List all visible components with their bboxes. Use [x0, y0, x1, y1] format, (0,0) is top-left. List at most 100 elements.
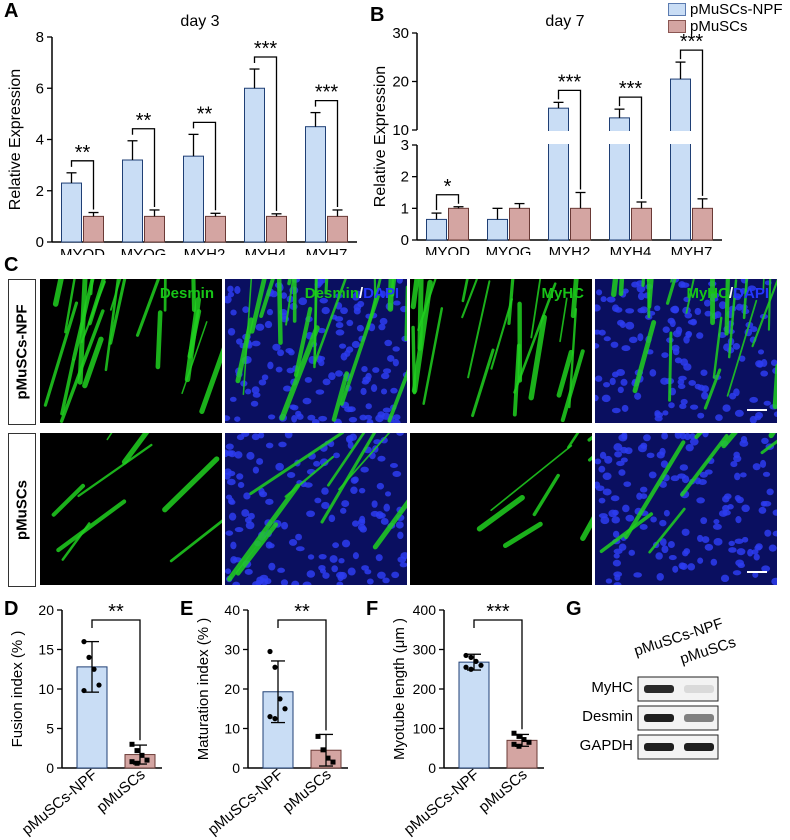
- nucleus: [275, 462, 284, 471]
- nucleus: [600, 516, 610, 525]
- nucleus: [671, 344, 680, 352]
- chart-d-point: [144, 757, 150, 763]
- nucleus: [633, 572, 642, 578]
- chart-b-bracket: [435, 194, 460, 211]
- chart-b: day 7 Relative Expression 0 1 2 310 20 30 * MYOD M…: [372, 13, 722, 255]
- myotube: [372, 499, 407, 550]
- chart-a-bracket: [131, 128, 156, 207]
- nucleus: [352, 520, 359, 527]
- nucleus: [758, 506, 767, 514]
- nucleus: [741, 536, 749, 543]
- nucleus: [611, 304, 620, 312]
- nucleus: [244, 568, 253, 575]
- nucleus: [361, 366, 368, 373]
- nucleus: [265, 442, 274, 449]
- nucleus: [704, 299, 711, 307]
- nucleus: [396, 433, 404, 436]
- nucleus: [245, 517, 252, 524]
- nucleus: [631, 281, 639, 288]
- nucleus: [704, 543, 714, 551]
- nucleus: [259, 491, 268, 498]
- nucleus: [715, 414, 723, 421]
- nucleus: [392, 358, 399, 367]
- nucleus: [234, 526, 244, 533]
- nucleus: [616, 460, 625, 467]
- chart-e-point: [267, 648, 273, 655]
- nucleus: [396, 279, 403, 284]
- nucleus: [755, 412, 764, 419]
- micrograph-r1-c4: MyHC/DAPI: [595, 279, 777, 423]
- nucleus: [295, 546, 305, 552]
- chart-d-point: [134, 760, 140, 766]
- myotube: [259, 279, 275, 319]
- bar-a-ctrl: [205, 215, 226, 243]
- myotube: [163, 279, 167, 312]
- nucleus: [319, 297, 329, 304]
- nucleus: [712, 523, 722, 530]
- panel-letter-f: F: [366, 598, 379, 620]
- nucleus: [376, 482, 385, 490]
- nucleus: [399, 562, 407, 568]
- nucleus: [738, 355, 746, 362]
- myotube: [390, 279, 397, 297]
- micrograph-image: [225, 279, 407, 423]
- nucleus: [321, 501, 330, 510]
- nucleus: [737, 562, 745, 569]
- chart-b-title: day 7: [545, 13, 584, 30]
- nucleus: [598, 465, 606, 473]
- myotube: [339, 294, 380, 406]
- nucleus: [702, 433, 709, 438]
- myotube: [611, 279, 619, 298]
- nucleus: [622, 504, 630, 513]
- nucleus: [757, 349, 765, 355]
- chart-e: Maturation index (% ) 0 10 20 30 40 pMuSCs-NPF…: [195, 601, 348, 838]
- nucleus: [618, 434, 628, 442]
- myotube: [727, 279, 738, 359]
- chart-e-ytick-label: 30: [224, 642, 240, 658]
- nucleus: [278, 441, 287, 448]
- myotube: [106, 433, 113, 441]
- nucleus: [346, 319, 354, 327]
- nucleus: [722, 509, 731, 516]
- chart-a-ylabel: Relative Expression: [7, 69, 24, 210]
- nucleus: [265, 498, 274, 505]
- nucleus: [384, 339, 393, 347]
- chart-b-ylabel: Relative Expression: [372, 66, 389, 207]
- chart-f: Myotube length (μm ) 0 100 200 300 400 pMuSCs-…: [391, 601, 544, 838]
- nucleus: [681, 475, 690, 484]
- nucleus: [713, 538, 723, 546]
- nucleus: [625, 321, 635, 330]
- nucleus: [227, 291, 235, 298]
- chart-a-title: day 3: [180, 13, 219, 30]
- nucleus: [697, 412, 705, 419]
- nucleus: [226, 478, 236, 486]
- nucleus: [613, 443, 623, 452]
- nucleus: [624, 447, 633, 455]
- legend-label-ctrl: pMuSCs: [690, 18, 748, 35]
- nucleus: [335, 329, 345, 336]
- bar-b-ctrl: [570, 207, 591, 241]
- nucleus: [639, 523, 648, 530]
- nucleus: [225, 450, 234, 457]
- chart-b-ytick-label: 0: [401, 232, 409, 249]
- nucleus: [734, 409, 744, 417]
- myotube: [104, 279, 120, 372]
- stain-label: MyHC: [541, 285, 584, 302]
- nucleus: [621, 404, 629, 412]
- chart-f-ytick-label: 400: [413, 602, 437, 618]
- nucleus: [755, 360, 764, 368]
- nucleus: [749, 396, 759, 403]
- nucleus: [352, 292, 360, 301]
- chart-e-ytick-label: 20: [224, 681, 240, 697]
- nucleus: [268, 562, 276, 571]
- chart-a-bracket: [253, 56, 278, 211]
- chart-a-ytick-label: 6: [36, 80, 44, 97]
- nucleus: [668, 555, 677, 561]
- panel-letter-c: C: [4, 254, 19, 276]
- nucleus: [313, 460, 321, 467]
- chart-f-xtick-label: pMuSCs: [476, 766, 531, 816]
- scale-bar: [747, 409, 767, 411]
- chart-a-ytick-label: 4: [36, 132, 44, 149]
- chart-e-bracket: [277, 619, 327, 731]
- myotube: [624, 440, 686, 540]
